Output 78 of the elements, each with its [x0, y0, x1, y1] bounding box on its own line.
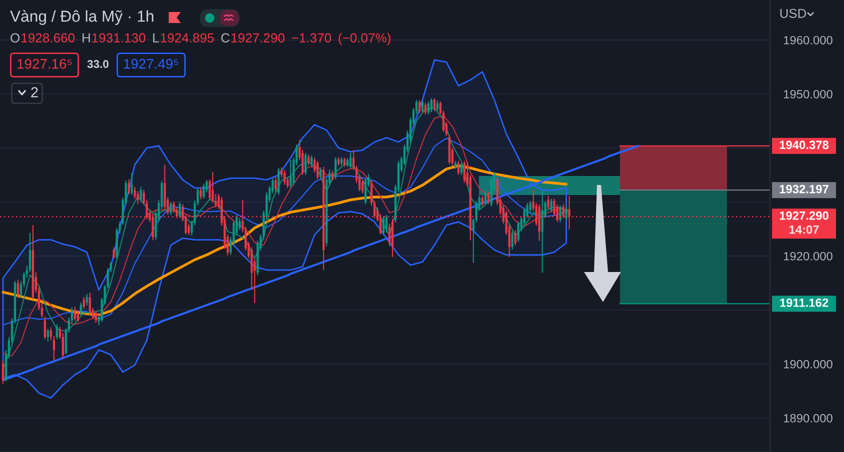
candlestick: [517, 220, 520, 242]
candlestick: [202, 183, 205, 200]
candlestick: [44, 316, 46, 340]
candlestick: [86, 293, 88, 306]
candlestick: [278, 167, 280, 196]
candlestick: [316, 160, 319, 180]
candlestick: [2, 360, 4, 384]
candlestick: [140, 186, 142, 202]
candlestick: [427, 101, 430, 116]
candlestick: [421, 100, 424, 114]
candlestick: [164, 164, 166, 210]
candlestick: [16, 279, 20, 299]
ref-line-label: 1927.290 14:07: [780, 211, 828, 234]
y-tick-label: 1960.000: [784, 36, 832, 44]
candlestick: [238, 218, 241, 231]
ref-line-label: 1911.162: [780, 298, 828, 307]
candlestick: [56, 323, 58, 340]
candlestick: [349, 152, 352, 170]
candlestick: [200, 186, 202, 200]
y-tick-label: 1900.000: [784, 360, 832, 368]
ref-line-label: 1940.378: [780, 140, 829, 150]
candlestick: [334, 156, 337, 180]
candlestick: [550, 198, 552, 214]
candlestick: [46, 328, 50, 342]
candlestick: [212, 171, 214, 204]
text: Vàng / Đô la Mỹ · 1h: [10, 10, 154, 25]
candlestick: [364, 178, 367, 205]
annotation: 2: [31, 87, 38, 98]
candlestick: [284, 170, 286, 186]
candlestick: [487, 191, 490, 205]
candlestick: [382, 215, 385, 236]
candlestick: [304, 152, 307, 176]
y-tick-label: 1920.000: [784, 252, 832, 260]
candlestick: [424, 102, 427, 116]
candlestick: [80, 302, 82, 316]
candlestick: [178, 201, 181, 219]
candlestick: [436, 100, 439, 112]
candlestick: [82, 296, 85, 310]
candlestick: [511, 230, 514, 250]
candlestick: [463, 160, 466, 184]
annotation: 33.0: [87, 60, 108, 68]
candlestick: [481, 194, 484, 207]
candlestick: [484, 190, 486, 206]
candlestick: [170, 201, 172, 216]
candlestick: [94, 310, 97, 324]
candlestick: [559, 204, 562, 224]
candlestick: [361, 179, 364, 194]
candlestick: [430, 98, 433, 113]
candlestick: [433, 98, 436, 112]
candlestick: [320, 166, 322, 180]
candlestick: [136, 190, 139, 205]
candlestick: [308, 154, 310, 166]
candlestick: [128, 178, 130, 195]
candlestick: [130, 172, 133, 196]
candlestick: [388, 223, 391, 247]
annotation: 1927.49⁵: [124, 58, 178, 69]
candlestick: [565, 206, 568, 221]
candlestick: [74, 306, 76, 322]
candlestick: [88, 292, 91, 316]
candlestick: [310, 155, 313, 168]
candlestick: [541, 190, 544, 274]
candlestick: [385, 214, 388, 234]
ref-line-label: 1932.197: [780, 184, 828, 194]
text: O1928.660 H1931.130 L1924.895 C1927.290 −1.370 (−0.07%): [10, 32, 390, 46]
text: USD: [780, 8, 806, 18]
candlestick: [76, 310, 79, 322]
candlestick: [457, 160, 460, 176]
candlestick: [547, 196, 550, 210]
candlestick: [112, 246, 115, 260]
y-tick-label: 1950.000: [784, 90, 832, 98]
candlestick: [460, 162, 462, 176]
candlestick: [514, 230, 516, 246]
candlestick: [331, 170, 334, 182]
candlestick: [274, 176, 277, 193]
annotation: 1927.16⁵: [18, 58, 72, 69]
candlestick: [418, 100, 421, 114]
y-tick-label: 1890.000: [784, 414, 832, 422]
candlestick: [290, 159, 292, 188]
